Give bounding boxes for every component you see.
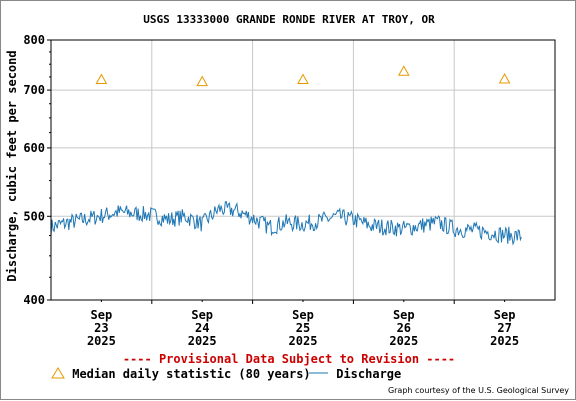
- x-tick-month-3: Sep: [393, 308, 415, 322]
- line-icon: [309, 372, 328, 374]
- chart-title: USGS 13333000 GRANDE RONDE RIVER AT TROY…: [143, 13, 435, 26]
- x-tick-day-3: 26: [397, 321, 411, 335]
- legend-median-label: Median daily statistic (80 years): [72, 367, 311, 381]
- x-tick-month-1: Sep: [191, 308, 213, 322]
- plot-border: [50, 39, 556, 301]
- x-tick-month-4: Sep: [494, 308, 516, 322]
- y-tick-label-4: 800: [23, 33, 45, 47]
- x-tick-month-0: Sep: [91, 308, 113, 322]
- courtesy-note: Graph courtesy of the U.S. Geological Su…: [387, 386, 569, 395]
- x-tick-year-4: 2025: [490, 334, 519, 348]
- triangle-icon: [51, 367, 65, 379]
- median-point-0: [95, 73, 108, 85]
- legend-median: Median daily statistic (80 years): [51, 367, 311, 381]
- legend-discharge: Discharge: [309, 367, 401, 381]
- x-tick-month-2: Sep: [292, 308, 314, 322]
- x-tick-year-0: 2025: [87, 334, 116, 348]
- provisional-note: ---- Provisional Data Subject to Revisio…: [122, 352, 456, 366]
- x-tick-day-1: 24: [195, 321, 209, 335]
- x-tick-day-4: 27: [497, 321, 511, 335]
- median-point-1: [196, 75, 209, 87]
- x-tick-day-2: 25: [296, 321, 310, 335]
- y-tick-label-1: 500: [23, 209, 45, 223]
- x-tick-year-2: 2025: [289, 334, 318, 348]
- discharge-series-line: [50, 201, 522, 246]
- y-tick-label-0: 400: [23, 293, 45, 307]
- median-point-2: [297, 73, 309, 85]
- median-point-4: [498, 72, 511, 84]
- y-tick-label-3: 700: [23, 83, 45, 97]
- y-axis-label: Discharge, cubic feet per second: [5, 50, 19, 281]
- x-tick-year-1: 2025: [188, 334, 217, 348]
- legend-discharge-label: Discharge: [336, 367, 402, 381]
- plot-area: [51, 40, 555, 300]
- median-point-3: [397, 65, 410, 76]
- x-tick-day-0: 23: [94, 321, 108, 335]
- y-tick-label-2: 600: [23, 141, 45, 155]
- x-tick-year-3: 2025: [389, 334, 418, 348]
